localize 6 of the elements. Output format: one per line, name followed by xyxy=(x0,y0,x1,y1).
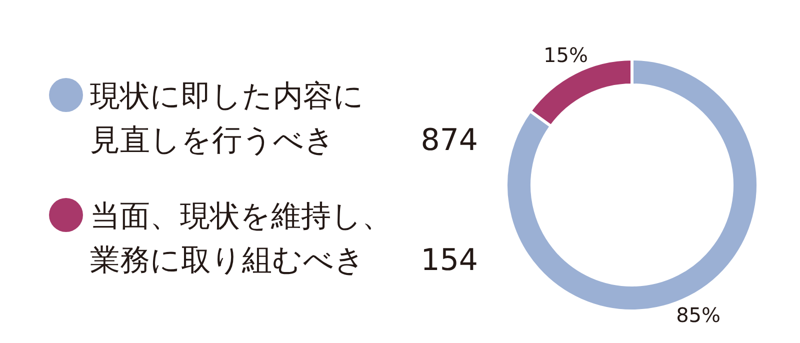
data-label: 15% xyxy=(543,42,588,67)
data-label: 85% xyxy=(676,303,721,328)
legend-label: 当面、現状を維持し、業務に取り組むべき xyxy=(90,199,392,278)
text: 154 xyxy=(420,243,478,278)
text: 874 xyxy=(420,123,478,158)
legend-label: 現状に即した内容に見直しを行うべき xyxy=(90,79,364,158)
